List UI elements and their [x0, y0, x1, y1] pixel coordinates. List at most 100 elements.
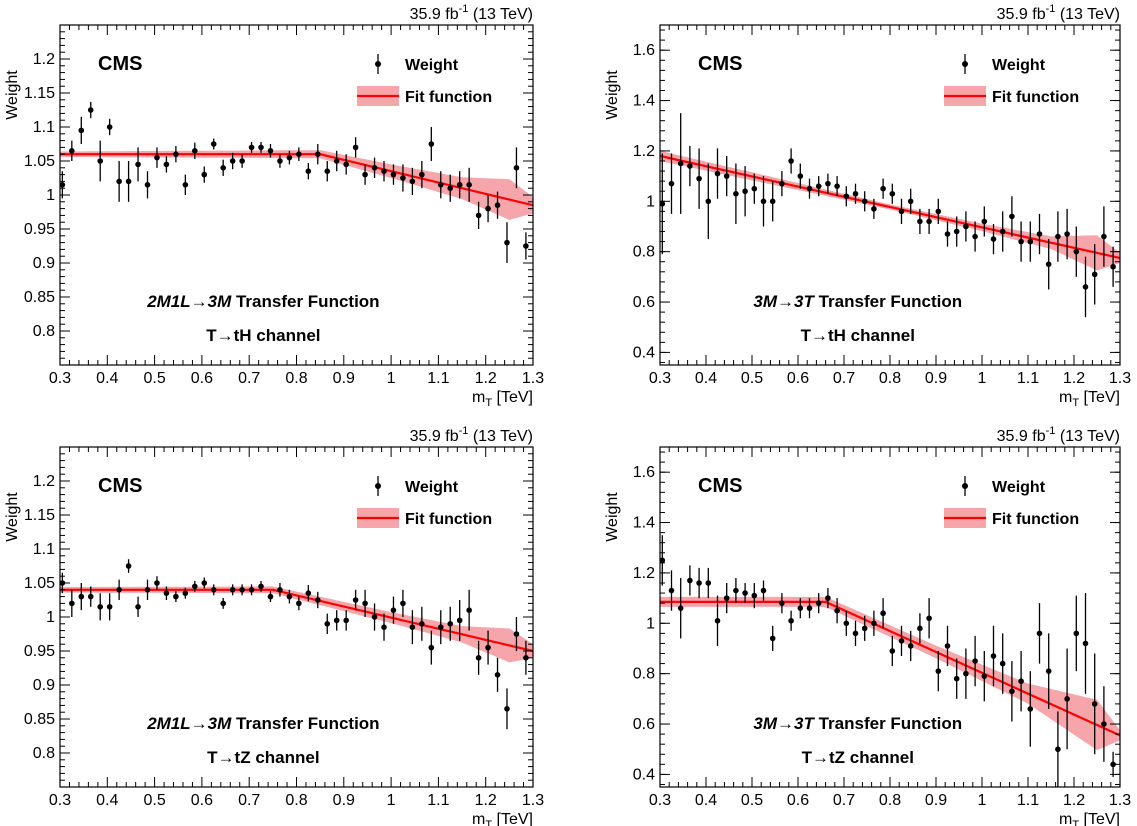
x-tick-label: 1 — [387, 792, 396, 809]
data-point — [296, 151, 302, 157]
x-tick-label: 0.9 — [925, 792, 947, 809]
data-point — [898, 208, 905, 215]
y-tick-label: 0.4 — [633, 766, 655, 783]
y-tick-label: 1.6 — [633, 464, 655, 481]
data-point — [116, 178, 122, 185]
data-point — [889, 648, 896, 654]
data-point — [788, 158, 794, 164]
data-point — [78, 593, 85, 600]
data-point — [1091, 271, 1098, 278]
data-point — [513, 165, 520, 171]
fit-function-line — [660, 600, 1120, 737]
data-point — [760, 198, 767, 205]
data-point — [192, 148, 198, 154]
y-tick-label: 0.8 — [633, 244, 655, 261]
data-point — [371, 614, 378, 620]
x-tick-label: 1.1 — [427, 370, 449, 387]
data-point — [154, 154, 160, 161]
legend-fit-label: Fit function — [405, 89, 492, 106]
data-point — [286, 154, 293, 161]
data-point — [286, 593, 293, 600]
data-point — [963, 223, 969, 230]
x-tick-label: 1 — [978, 370, 987, 387]
y-tick-label: 1.05 — [24, 575, 55, 592]
data-point — [267, 593, 274, 600]
data-point — [696, 580, 702, 586]
data-point — [485, 644, 491, 651]
data-point — [871, 206, 877, 212]
cms-label: CMS — [698, 475, 742, 497]
data-point — [1018, 238, 1024, 245]
x-tick-label: 0.8 — [879, 792, 901, 809]
x-tick-label: 0.5 — [741, 370, 763, 387]
data-point — [1101, 721, 1107, 727]
data-point — [687, 163, 693, 169]
data-point — [1027, 238, 1034, 245]
data-point — [677, 605, 684, 611]
y-tick-label: 0.6 — [633, 294, 655, 311]
x-tick-label: 1.3 — [1109, 370, 1131, 387]
x-axis-title: mT [TeV] — [472, 389, 533, 409]
data-point — [248, 144, 255, 151]
data-point — [419, 171, 425, 178]
data-point — [258, 144, 264, 151]
data-point — [466, 607, 472, 613]
data-point — [201, 580, 208, 586]
x-tick-label: 0.5 — [741, 792, 763, 809]
data-point — [1045, 261, 1052, 268]
data-point — [751, 592, 758, 599]
data-point — [714, 170, 721, 177]
x-tick-label: 0.8 — [285, 370, 307, 387]
data-point — [210, 587, 217, 593]
y-tick-label: 0.8 — [633, 666, 655, 683]
data-point — [125, 178, 132, 185]
x-tick-label: 0.7 — [238, 370, 260, 387]
data-point — [1082, 284, 1089, 290]
data-point — [815, 183, 822, 189]
legend-weight-label: Weight — [405, 479, 459, 496]
data-point — [116, 587, 122, 593]
data-point — [135, 604, 141, 610]
data-point — [428, 644, 435, 651]
legend-fit-label: Fit function — [405, 511, 492, 528]
data-point — [1091, 701, 1098, 707]
data-point — [1064, 696, 1070, 702]
data-point — [381, 168, 387, 174]
data-point — [144, 587, 151, 593]
data-point — [456, 182, 463, 188]
x-tick-label: 0.4 — [695, 370, 717, 387]
luminosity-label: 35.9 fb-1 (13 TeV) — [997, 3, 1120, 23]
data-point — [106, 604, 113, 610]
data-point — [239, 587, 245, 593]
x-tick-label: 0.9 — [925, 370, 947, 387]
data-point — [1045, 668, 1052, 674]
data-point — [861, 198, 868, 205]
plot-frame — [59, 446, 534, 788]
plot-area — [660, 113, 1120, 318]
data-point — [834, 607, 840, 614]
data-point — [229, 158, 236, 164]
fit-uncertainty-band — [60, 586, 533, 663]
data-point — [687, 577, 693, 584]
data-point — [843, 620, 850, 627]
y-tick-label: 1.2 — [633, 143, 655, 160]
data-point — [192, 583, 198, 590]
data-point — [494, 672, 501, 678]
data-point — [163, 161, 170, 168]
legend-weight-label: Weight — [992, 57, 1046, 74]
data-point — [523, 243, 529, 249]
data-point — [220, 600, 226, 607]
data-point — [668, 180, 675, 187]
data-point — [852, 190, 859, 197]
x-tick-label: 1.2 — [475, 370, 497, 387]
y-tick-label: 1 — [646, 615, 655, 632]
data-point — [248, 587, 255, 593]
x-tick-label: 0.8 — [879, 370, 901, 387]
data-point — [220, 165, 226, 171]
data-point — [815, 600, 822, 606]
data-point — [972, 658, 978, 664]
data-point — [333, 617, 340, 624]
chart-panel-1: 0.3 0.4 0.5 0.6 0.7 0.8 0.9 1 1.1 1.2 1.3 0.8 0.85 0.… — [4, 3, 544, 409]
data-point — [390, 607, 397, 613]
fit-uncertainty-band — [660, 596, 1120, 751]
